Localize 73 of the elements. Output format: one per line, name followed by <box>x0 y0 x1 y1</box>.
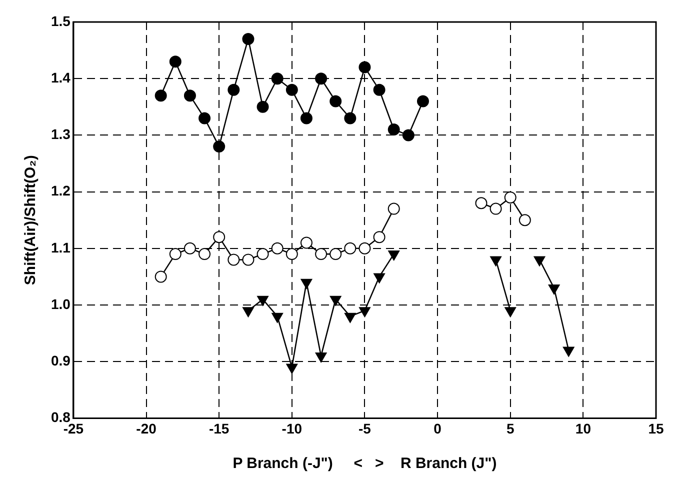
point <box>198 112 211 124</box>
point <box>330 296 342 306</box>
point <box>359 307 370 318</box>
x-tick-label: 15 <box>648 420 664 436</box>
x-axis-title: P Branch (-J") < > R Branch (J") <box>232 455 497 472</box>
point <box>169 56 182 68</box>
point <box>330 95 342 108</box>
point <box>213 140 226 153</box>
point <box>257 296 268 306</box>
point <box>402 129 414 142</box>
y-tick-label: 1.4 <box>50 69 71 86</box>
point <box>344 242 356 254</box>
x-tick-label: -15 <box>208 420 230 436</box>
point <box>344 312 356 323</box>
point <box>271 242 284 254</box>
point <box>315 352 327 362</box>
x-tick-label: 5 <box>506 420 514 436</box>
point <box>154 90 167 102</box>
y-tick-label: 1.1 <box>50 239 71 256</box>
point <box>198 248 211 260</box>
point <box>388 250 400 261</box>
y-axis-title: Shift(Air)/Shift(O₂) <box>22 155 40 286</box>
point <box>490 202 502 215</box>
point <box>300 236 312 249</box>
point <box>213 231 226 244</box>
point <box>272 312 284 323</box>
point <box>315 72 328 85</box>
point <box>548 284 560 295</box>
y-tick-label: 1.5 <box>50 12 71 29</box>
point <box>416 95 429 108</box>
point <box>344 112 356 124</box>
point <box>271 72 284 85</box>
point <box>286 248 298 260</box>
point <box>228 254 240 266</box>
point <box>475 197 488 210</box>
point <box>184 242 196 254</box>
point <box>504 307 516 318</box>
point <box>315 248 328 260</box>
point <box>300 278 312 289</box>
point <box>242 254 254 266</box>
y-tick-label: 0.9 <box>50 352 71 368</box>
point <box>562 346 574 357</box>
point <box>184 90 196 102</box>
point <box>286 84 298 96</box>
y-tick-label: 1.0 <box>50 296 71 312</box>
point <box>358 242 371 254</box>
x-tick-label: -10 <box>282 420 302 436</box>
point <box>256 100 269 113</box>
point <box>169 248 182 260</box>
point <box>534 256 546 266</box>
y-tick-label: 1.3 <box>50 126 71 142</box>
point <box>373 84 386 96</box>
point <box>242 32 254 45</box>
point <box>504 191 516 204</box>
x-tick-label: 0 <box>434 420 442 436</box>
point <box>518 214 531 226</box>
point <box>388 124 400 136</box>
x-tick-label: -20 <box>136 420 157 436</box>
point <box>358 61 371 74</box>
point <box>300 112 312 124</box>
point <box>154 270 167 283</box>
x-tick-label: -5 <box>358 420 372 436</box>
x-tick-label: 10 <box>575 420 592 436</box>
point <box>373 231 386 244</box>
point <box>374 273 385 284</box>
point <box>228 84 240 96</box>
point <box>490 256 502 266</box>
point <box>256 248 269 260</box>
point <box>242 307 254 318</box>
point <box>388 202 400 215</box>
y-tick-label: 1.2 <box>50 182 71 199</box>
point <box>330 248 342 260</box>
point <box>286 364 298 374</box>
